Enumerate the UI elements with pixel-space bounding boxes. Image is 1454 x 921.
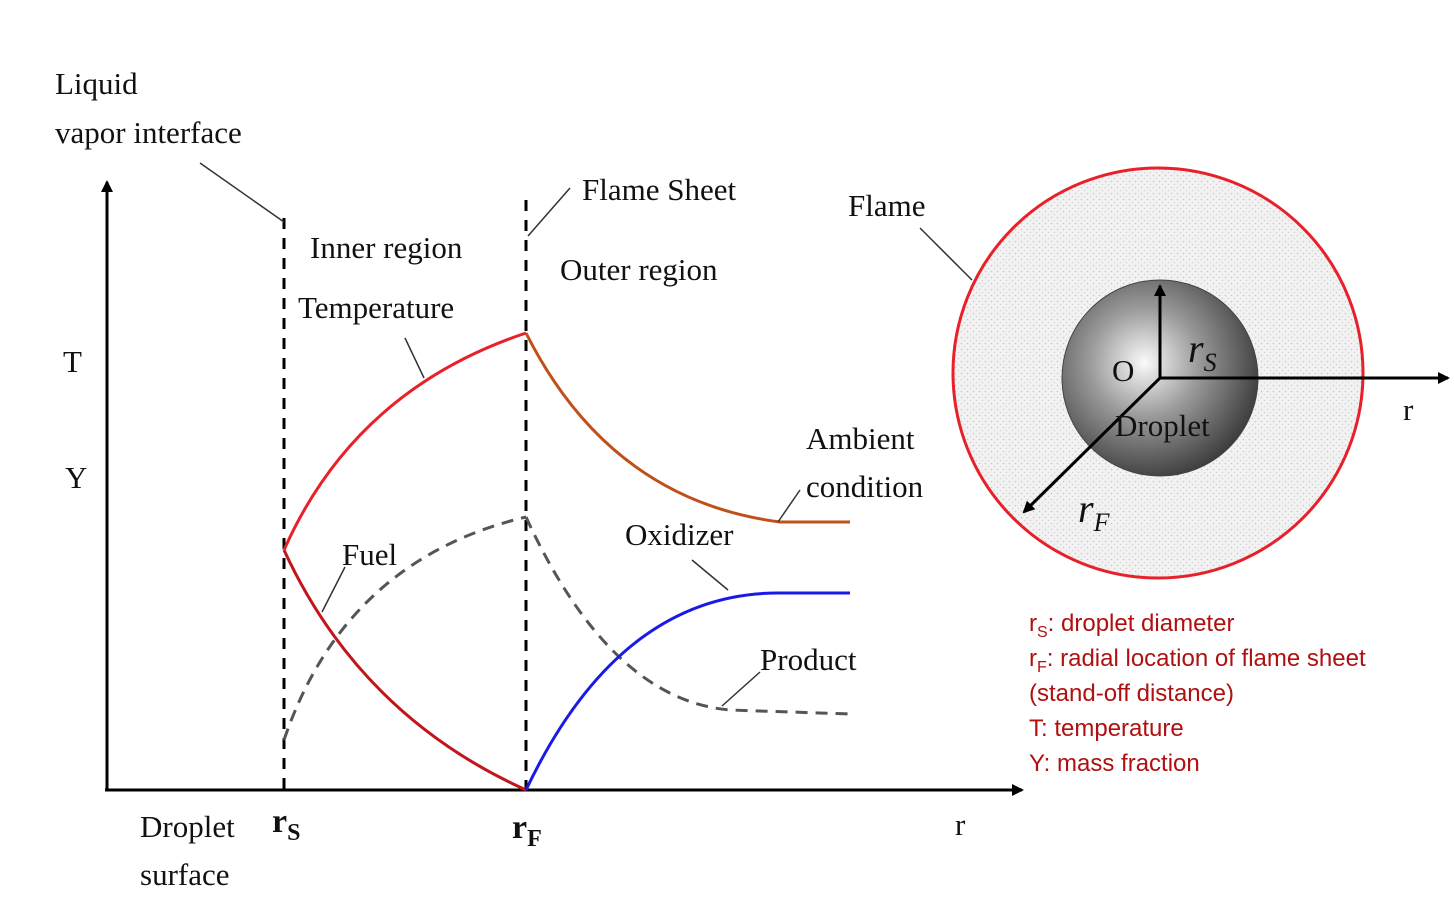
- axis-t-label: T: [63, 344, 82, 379]
- droplet-label: Droplet: [1115, 408, 1210, 443]
- fuel-curve: [282, 549, 527, 792]
- rf-axis-main: r: [512, 809, 527, 846]
- interface-leader-line: [199, 162, 285, 223]
- temperature-leader-line: [404, 337, 425, 379]
- fuel-leader-line: [321, 566, 346, 613]
- legend-item: rS: droplet diameter: [1029, 610, 1234, 641]
- legend-symbol: r: [1029, 645, 1037, 672]
- axis-y-label: Y: [65, 460, 87, 495]
- rf-axis-sub: F: [527, 826, 542, 852]
- rf-circle-sub: F: [1093, 508, 1111, 537]
- legend-symbol: r: [1029, 610, 1037, 637]
- ambient-label-line2: condition: [806, 469, 924, 504]
- droplet-surface-label-line2: surface: [140, 857, 230, 892]
- legend-text: : droplet diameter: [1048, 610, 1235, 637]
- interface-label-line2: vapor interface: [55, 115, 242, 150]
- rf-circle-label: rF: [1078, 486, 1111, 537]
- rs-axis-sub: S: [287, 820, 300, 846]
- rs-circle-main: r: [1188, 326, 1204, 371]
- fuel-label: Fuel: [342, 537, 397, 572]
- rs-axis-main: r: [272, 803, 287, 840]
- temperature-inner-curve: [282, 331, 527, 551]
- origin-label: O: [1112, 353, 1134, 388]
- droplet-r-axis-label: r: [1403, 392, 1414, 427]
- legend-subscript: S: [1037, 624, 1048, 641]
- oxidizer-curve: [524, 591, 850, 791]
- oxidizer-label: Oxidizer: [625, 517, 734, 552]
- ambient-leader-line: [777, 489, 801, 523]
- flame-sheet-label: Flame Sheet: [582, 172, 736, 207]
- flame-label: Flame: [848, 188, 926, 223]
- product-inner-curve: [282, 515, 527, 741]
- interface-label-line1: Liquid: [55, 66, 138, 101]
- rf-radius-arrow: [1022, 376, 1162, 514]
- oxidizer-leader-line: [691, 559, 729, 591]
- product-label: Product: [760, 642, 857, 677]
- rs-axis-label: rS: [272, 803, 300, 846]
- legend-text: : radial location of flame sheet: [1047, 645, 1366, 672]
- rf-circle-main: r: [1078, 486, 1094, 531]
- x-axis-r-label: r: [955, 807, 966, 842]
- rf-axis-label: rF: [512, 809, 542, 852]
- droplet-surface-label-line1: Droplet: [140, 809, 235, 844]
- legend-item: Y: mass fraction: [1029, 750, 1200, 777]
- ambient-label-line1: Ambient: [806, 421, 915, 456]
- temperature-label: Temperature: [298, 290, 454, 325]
- flame-leader-line: [919, 227, 973, 281]
- rs-circle-label: rS: [1188, 326, 1217, 377]
- legend-item: (stand-off distance): [1029, 680, 1234, 707]
- product-leader-line: [721, 671, 761, 707]
- temperature-outer-curve: [524, 332, 850, 524]
- outer-region-label: Outer region: [560, 252, 718, 287]
- flame-sheet-leader-line: [527, 187, 571, 237]
- rs-circle-sub: S: [1204, 348, 1217, 377]
- legend-item: rF: radial location of flame sheet: [1029, 645, 1366, 676]
- legend-item: T: temperature: [1029, 715, 1184, 742]
- inner-region-label: Inner region: [310, 230, 463, 265]
- legend-subscript: F: [1037, 659, 1047, 676]
